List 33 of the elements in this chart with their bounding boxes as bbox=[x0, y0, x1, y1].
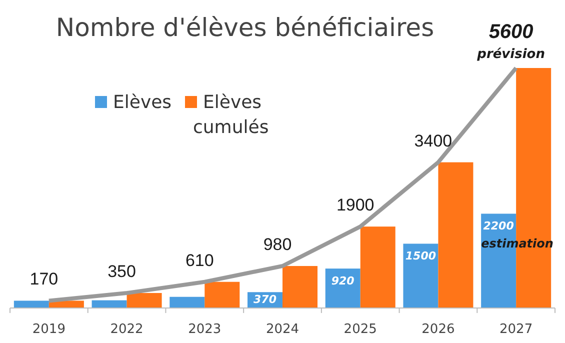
data-label: 370 bbox=[254, 293, 277, 306]
chart-title: Nombre d'élèves bénéficiaires bbox=[56, 13, 434, 42]
x-tick-label: 2025 bbox=[344, 322, 377, 337]
x-tick-label: 2026 bbox=[422, 322, 455, 337]
data-label: 980 bbox=[263, 235, 292, 254]
bar bbox=[325, 268, 360, 308]
x-tick-label: 2024 bbox=[266, 322, 300, 337]
data-label: 1900 bbox=[336, 196, 374, 215]
data-label: 920 bbox=[331, 274, 355, 288]
bar bbox=[282, 266, 318, 308]
annotation: prévision bbox=[476, 47, 545, 62]
bar bbox=[204, 282, 240, 308]
data-label: 610 bbox=[185, 250, 214, 270]
x-tick-label: 2019 bbox=[32, 322, 66, 337]
x-tick-label: 2027 bbox=[500, 322, 533, 337]
bar bbox=[126, 293, 162, 308]
data-label: 5600 bbox=[488, 21, 534, 43]
x-tick-label: 2022 bbox=[110, 322, 144, 337]
annotation: estimation bbox=[481, 236, 554, 251]
x-tick-label: 2023 bbox=[188, 322, 222, 337]
data-label: 3400 bbox=[414, 131, 452, 150]
bar bbox=[438, 162, 474, 308]
bar bbox=[170, 296, 205, 308]
data-label: 350 bbox=[108, 262, 136, 281]
bar bbox=[14, 300, 49, 308]
legend-label: Elèves bbox=[113, 92, 172, 113]
bar bbox=[403, 244, 438, 308]
data-label: 1500 bbox=[405, 250, 436, 263]
legend-label: Elèves cumulés bbox=[193, 92, 269, 138]
data-label: 170 bbox=[30, 270, 58, 289]
data-label: 2200 bbox=[483, 220, 514, 233]
bar bbox=[360, 226, 396, 308]
bar bbox=[92, 300, 127, 308]
